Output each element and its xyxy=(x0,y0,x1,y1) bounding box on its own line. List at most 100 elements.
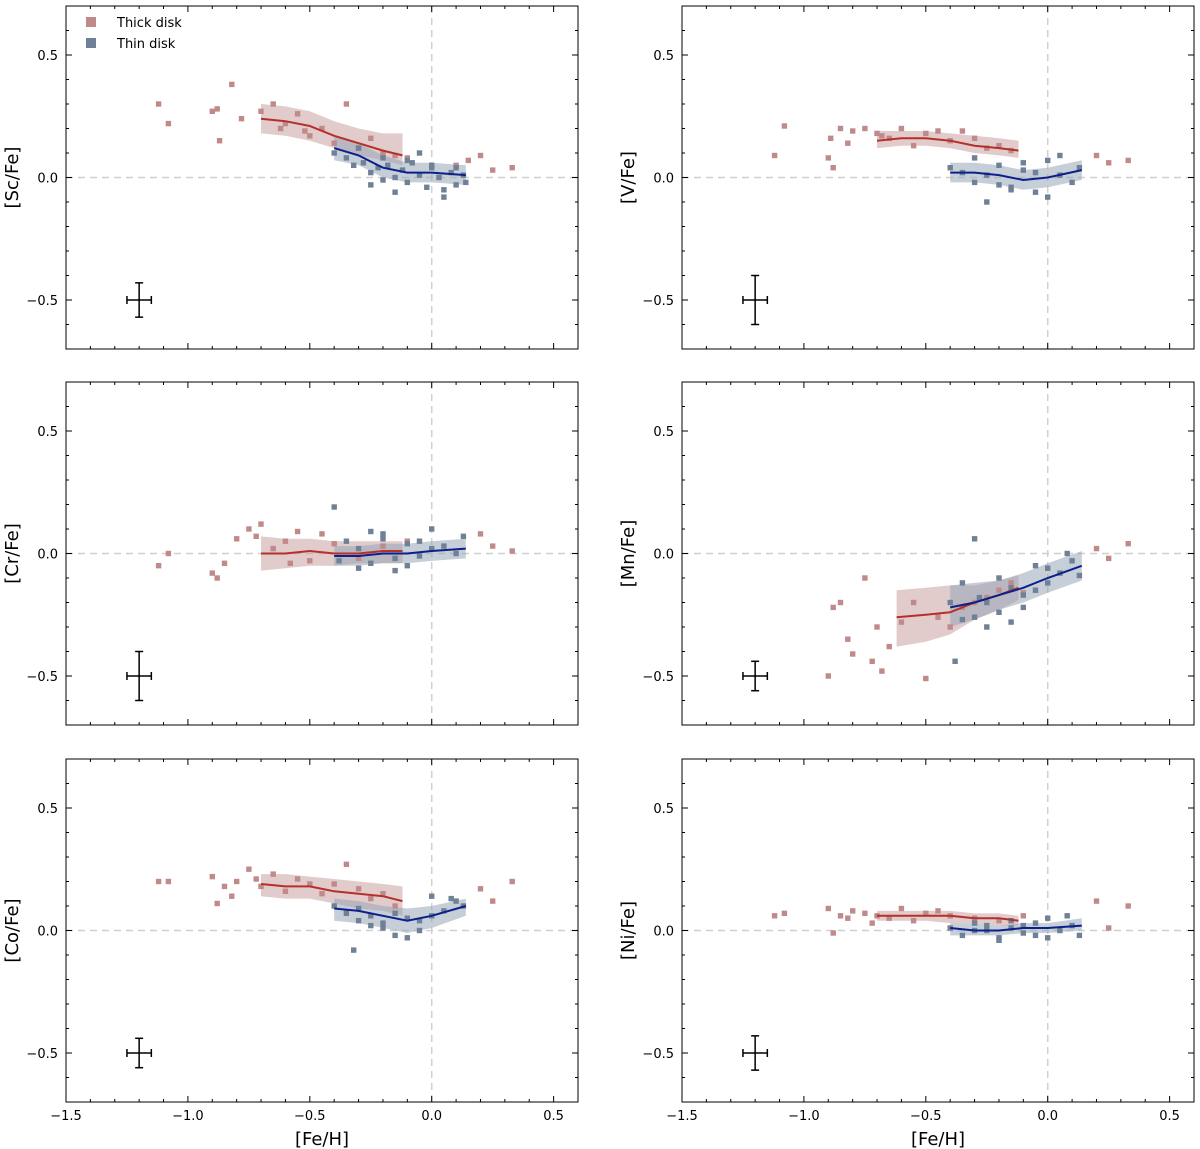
thick-disk-point xyxy=(258,883,264,890)
thick-disk-point xyxy=(238,116,245,122)
thick-disk-point xyxy=(850,908,856,914)
thick-disk-trend-line xyxy=(261,549,403,555)
thick-disk-point xyxy=(343,101,350,107)
thick-disk-point xyxy=(910,143,917,149)
thick-disk-point xyxy=(155,563,162,569)
thick-disk-point xyxy=(509,548,515,554)
thick-disk-point xyxy=(771,913,778,919)
thick-disk-point xyxy=(837,913,844,919)
thin-disk-point xyxy=(368,913,374,919)
thin-disk-point xyxy=(392,189,398,195)
thin-disk-point xyxy=(416,553,423,559)
thin-disk-point xyxy=(984,624,990,630)
thin-disk-trend-line xyxy=(950,169,1083,182)
thick-disk-point xyxy=(155,101,162,107)
thick-disk-point xyxy=(234,878,240,885)
thin-disk-point xyxy=(416,918,423,924)
thin-disk-point xyxy=(453,182,459,188)
thin-disk-point xyxy=(1076,932,1083,939)
thin-disk-point xyxy=(355,545,362,552)
thick-disk-point xyxy=(923,130,929,137)
thin-disk-point xyxy=(984,172,990,178)
thin-disk-point xyxy=(351,947,357,953)
thin-disk-point xyxy=(368,528,374,535)
y-tick-label: 0.5 xyxy=(37,49,58,64)
thick-disk-point xyxy=(837,599,844,606)
thin-disk-point xyxy=(996,162,1002,168)
thick-disk-trend-line xyxy=(876,137,1019,152)
thick-disk-point xyxy=(935,614,941,620)
thick-disk-trend-line xyxy=(877,914,1019,922)
thick-disk-point xyxy=(229,81,235,88)
thick-disk-point xyxy=(490,167,496,173)
thin-disk-point xyxy=(404,915,410,921)
x-axis-label: [Fe/H] xyxy=(295,1129,349,1149)
panel-v: −0.5 0.0 0.5 [V/Fe] xyxy=(618,5,1195,350)
thin-disk-point xyxy=(996,609,1002,615)
thin-disk-point xyxy=(1020,930,1026,936)
thin-disk-point xyxy=(1032,587,1039,593)
thick-disk-point xyxy=(830,165,836,171)
thick-disk-point xyxy=(258,108,264,114)
thick-disk-point xyxy=(959,128,966,134)
y-tick-label: 0.0 xyxy=(37,925,58,940)
thin-disk-point xyxy=(1045,935,1051,941)
x-tick-label: −1.5 xyxy=(666,1109,698,1124)
thin-disk-point xyxy=(971,614,978,620)
thick-disk-point xyxy=(253,533,259,539)
thin-disk-point xyxy=(416,172,423,178)
thin-disk-point xyxy=(380,177,386,183)
thick-disk-point xyxy=(781,910,788,916)
y-tick-label: 0.5 xyxy=(653,425,674,440)
x-tick-label: −0.5 xyxy=(294,1109,326,1124)
panel-mn: −0.5 0.0 0.5 [Mn/Fe] xyxy=(618,381,1195,726)
thin-disk-point xyxy=(1032,563,1039,569)
thick-disk-point xyxy=(879,668,885,674)
thick-disk-point xyxy=(850,651,856,657)
thick-disk-point xyxy=(214,900,220,907)
thin-disk-point xyxy=(331,903,337,909)
thick-disk-point xyxy=(898,125,905,132)
thin-disk-point xyxy=(441,187,447,193)
y-axis-label: [Sc/Fe] xyxy=(2,147,23,209)
thick-disk-point xyxy=(1125,903,1131,909)
thin-disk-point xyxy=(409,160,415,166)
thick-disk-point xyxy=(996,918,1002,924)
thick-disk-point xyxy=(781,123,788,129)
thin-disk-point xyxy=(424,184,430,190)
thin-disk-point xyxy=(959,616,966,623)
thick-disk-point xyxy=(380,543,386,549)
y-axis-label: [Ni/Fe] xyxy=(618,901,639,960)
thick-disk-point xyxy=(825,673,831,679)
y-tick-label: 0.0 xyxy=(653,172,674,187)
thick-disk-point xyxy=(355,555,362,562)
thin-disk-point xyxy=(355,145,362,151)
thick-disk-point xyxy=(392,903,398,909)
thin-disk-point xyxy=(1076,572,1083,579)
thin-disk-point xyxy=(984,922,990,929)
thick-disk-point xyxy=(947,624,953,630)
thin-disk-trend-line xyxy=(333,147,466,177)
thick-disk-point xyxy=(282,888,289,894)
x-axis-label: [Fe/H] xyxy=(911,1129,965,1149)
y-tick-label: 0.0 xyxy=(653,925,674,940)
thick-disk-point xyxy=(216,138,223,144)
thick-disk-point xyxy=(165,550,172,557)
thin-disk-point xyxy=(416,538,423,544)
thick-disk-point xyxy=(477,152,484,159)
thick-disk-point xyxy=(294,528,301,535)
thick-disk-point xyxy=(477,531,484,537)
thin-disk-point xyxy=(1045,194,1051,200)
thin-disk-point xyxy=(959,580,966,586)
thin-disk-point xyxy=(404,541,410,547)
y-tick-label: 0.0 xyxy=(653,548,674,563)
y-tick-label: 0.0 xyxy=(37,172,58,187)
thin-disk-point xyxy=(984,199,990,205)
thin-disk-trend-line xyxy=(334,547,466,557)
thick-disk-point xyxy=(1020,913,1026,919)
thick-disk-point xyxy=(935,128,941,134)
thick-disk-point xyxy=(886,643,892,650)
thick-disk-point xyxy=(996,587,1002,593)
thin-disk-point xyxy=(1008,585,1014,591)
thick-disk-point xyxy=(509,165,515,171)
